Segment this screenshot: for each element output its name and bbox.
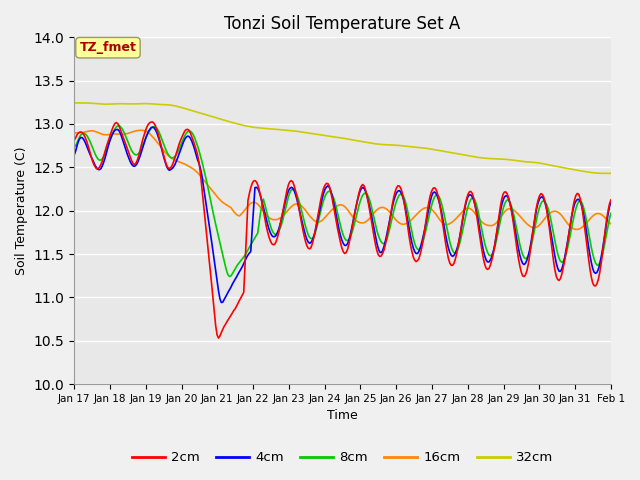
Legend: 2cm, 4cm, 8cm, 16cm, 32cm: 2cm, 4cm, 8cm, 16cm, 32cm: [127, 446, 559, 469]
Text: TZ_fmet: TZ_fmet: [79, 41, 136, 54]
X-axis label: Time: Time: [327, 409, 358, 422]
Y-axis label: Soil Temperature (C): Soil Temperature (C): [15, 146, 28, 275]
Title: Tonzi Soil Temperature Set A: Tonzi Soil Temperature Set A: [225, 15, 461, 33]
